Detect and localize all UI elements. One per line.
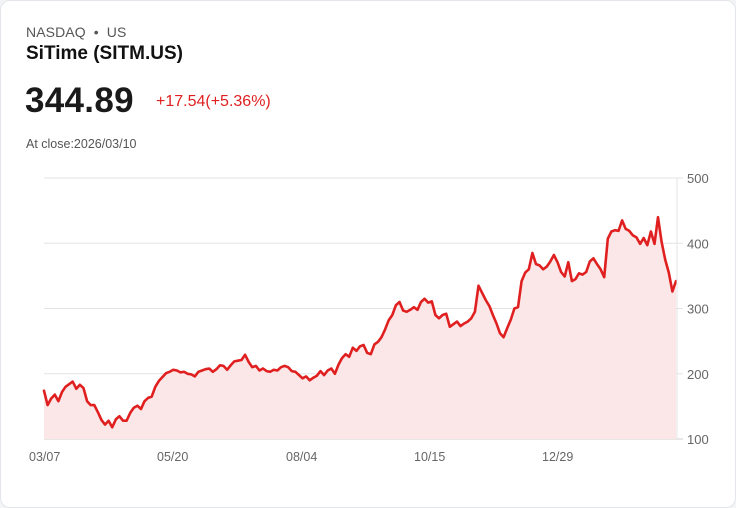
- x-axis-ticks: 03/07 05/20 08/04 10/15 12/29: [29, 450, 573, 464]
- exchange-name: NASDAQ: [26, 24, 86, 40]
- price-area-fill: [44, 217, 676, 439]
- y-axis-ticks: 100 200 300 400 500: [687, 171, 709, 447]
- y-tick-label: 100: [687, 432, 709, 447]
- x-tick-label: 05/20: [157, 450, 188, 464]
- x-tick-label: 10/15: [414, 450, 445, 464]
- y-tick-label: 300: [687, 302, 709, 317]
- x-tick-label: 03/07: [29, 450, 60, 464]
- x-tick-label: 12/29: [542, 450, 573, 464]
- y-tick-label: 200: [687, 367, 709, 382]
- exchange-line: NASDAQ • US: [26, 24, 126, 40]
- x-tick-label: 08/04: [286, 450, 317, 464]
- stock-name: SiTime (SITM.US): [26, 43, 183, 64]
- current-price: 344.89: [25, 81, 134, 120]
- price-line: [42, 215, 678, 429]
- y-tick-label: 400: [687, 236, 709, 251]
- separator-dot: •: [93, 24, 99, 40]
- price-chart[interactable]: 100 200 300 400 500 03/07 05/20 08/04 10/15 12/2…: [1, 161, 736, 471]
- close-date: At close:2026/03/10: [26, 137, 137, 151]
- region: US: [106, 24, 127, 40]
- y-tick-label: 500: [687, 171, 709, 186]
- price-change: +17.54(+5.36%): [156, 93, 271, 110]
